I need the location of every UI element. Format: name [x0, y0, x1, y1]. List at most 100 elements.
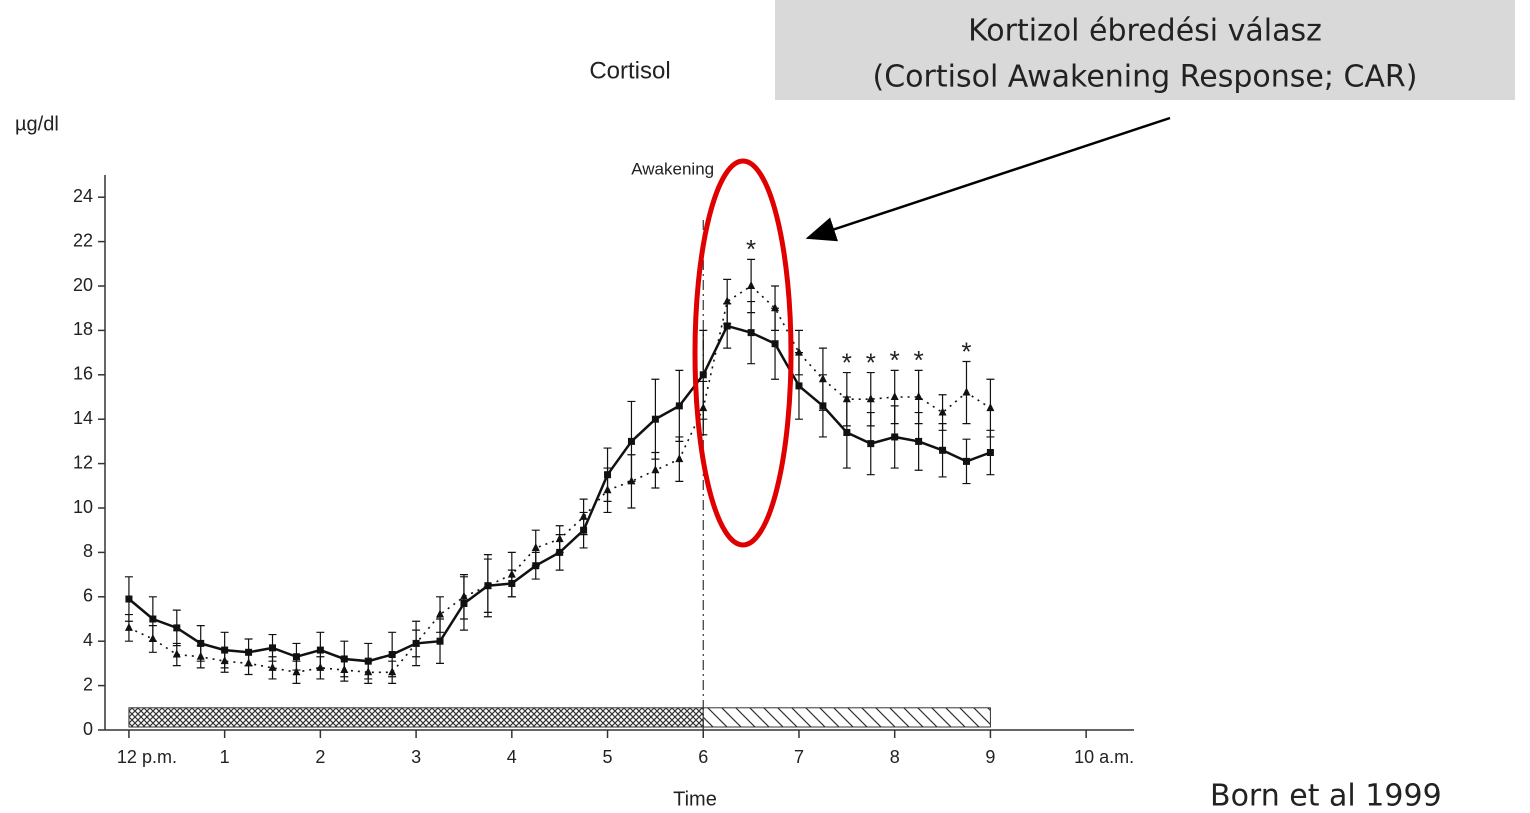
- marker-triangle: [220, 656, 229, 665]
- marker-square: [771, 340, 779, 348]
- marker-triangle: [388, 667, 397, 676]
- callout-line: (Cortisol Awakening Response; CAR): [873, 60, 1418, 95]
- x-tick-label: 7: [794, 747, 804, 767]
- marker-triangle: [675, 454, 684, 463]
- marker-square: [149, 615, 157, 623]
- awakening-label: Awakening: [631, 159, 714, 178]
- marker-triangle: [124, 622, 133, 631]
- marker-square: [675, 402, 683, 410]
- series-line: [128, 324, 991, 663]
- y-tick-label: 14: [73, 408, 93, 428]
- significance-marker: *: [866, 347, 876, 377]
- marker-triangle: [818, 374, 827, 383]
- marker-triangle: [555, 534, 564, 543]
- x-tick-label: 3: [411, 747, 421, 767]
- y-tick-label: 8: [83, 541, 93, 561]
- y-tick-label: 0: [83, 719, 93, 739]
- marker-triangle: [459, 591, 468, 600]
- y-tick-label: 16: [73, 364, 93, 384]
- marker-triangle: [603, 485, 612, 494]
- marker-triangle: [268, 662, 277, 671]
- x-tick-label: 6: [698, 747, 708, 767]
- x-tick-label: 10 a.m.: [1074, 747, 1134, 767]
- marker-triangle: [747, 281, 756, 289]
- marker-square: [292, 653, 300, 661]
- marker-triangle: [436, 609, 445, 618]
- marker-triangle: [531, 542, 540, 551]
- marker-square: [891, 433, 899, 441]
- marker-square: [627, 437, 635, 445]
- marker-triangle: [172, 649, 181, 658]
- x-tick-label: 5: [603, 747, 613, 767]
- y-tick-label: 22: [73, 230, 93, 250]
- callout-line: Kortizol ébredési válasz: [968, 14, 1322, 49]
- marker-triangle: [914, 392, 923, 400]
- y-tick-label: 12: [73, 452, 93, 472]
- y-tick-label: 24: [73, 186, 93, 206]
- marker-triangle: [723, 296, 732, 305]
- marker-triangle: [771, 303, 780, 312]
- marker-triangle: [364, 667, 373, 676]
- marker-triangle: [962, 387, 971, 396]
- marker-triangle: [579, 511, 588, 520]
- y-tick-label: 10: [73, 497, 93, 517]
- marker-triangle: [292, 667, 301, 676]
- marker-square: [915, 437, 923, 445]
- marker-square: [723, 322, 731, 330]
- series-line: [128, 284, 991, 674]
- significance-marker: *: [890, 345, 900, 375]
- marker-triangle: [483, 580, 492, 589]
- marker-square: [986, 449, 994, 456]
- marker-square: [699, 371, 707, 379]
- marker-triangle: [196, 651, 205, 660]
- significance-marker: *: [914, 345, 924, 375]
- significance-marker: *: [842, 347, 852, 377]
- marker-square: [197, 639, 205, 647]
- marker-triangle: [890, 392, 899, 400]
- marker-triangle: [627, 476, 636, 485]
- marker-triangle: [651, 465, 660, 474]
- marker-square: [173, 624, 181, 632]
- y-axis-label: µg/dl: [15, 113, 59, 135]
- x-tick-label: 4: [507, 747, 517, 767]
- marker-square: [269, 644, 277, 652]
- marker-square: [316, 646, 324, 654]
- x-tick-label: 2: [315, 747, 325, 767]
- marker-triangle: [866, 394, 875, 403]
- marker-triangle: [148, 633, 157, 642]
- chart-title: Cortisol: [589, 57, 670, 84]
- significance-marker: *: [746, 234, 756, 264]
- callout-box: [775, 0, 1515, 100]
- x-tick-label: 9: [985, 747, 995, 767]
- marker-square: [125, 595, 133, 603]
- marker-square: [651, 415, 659, 423]
- highlight-ellipse: [692, 158, 794, 548]
- marker-square: [747, 329, 755, 337]
- y-tick-label: 4: [83, 630, 93, 650]
- x-tick-label: 8: [890, 747, 900, 767]
- marker-triangle: [507, 569, 516, 578]
- marker-triangle: [986, 403, 995, 412]
- marker-triangle: [412, 638, 421, 647]
- y-tick-label: 6: [83, 586, 93, 606]
- y-tick-label: 2: [83, 674, 93, 694]
- marker-square: [867, 440, 875, 448]
- marker-square: [939, 446, 947, 454]
- marker-triangle: [794, 347, 803, 356]
- marker-triangle: [340, 665, 349, 674]
- marker-triangle: [842, 394, 851, 403]
- period-bar: [702, 707, 991, 728]
- marker-triangle: [938, 407, 947, 416]
- citation: Born et al 1999: [1210, 779, 1442, 813]
- marker-square: [962, 457, 970, 465]
- marker-square: [843, 429, 851, 437]
- x-axis-label: Time: [673, 788, 717, 810]
- marker-triangle: [699, 403, 708, 412]
- x-tick-label: 1: [220, 747, 230, 767]
- arrow: [805, 116, 1171, 242]
- marker-square: [795, 382, 803, 390]
- x-tick-label: 12 p.m.: [117, 747, 177, 767]
- marker-triangle: [244, 658, 253, 667]
